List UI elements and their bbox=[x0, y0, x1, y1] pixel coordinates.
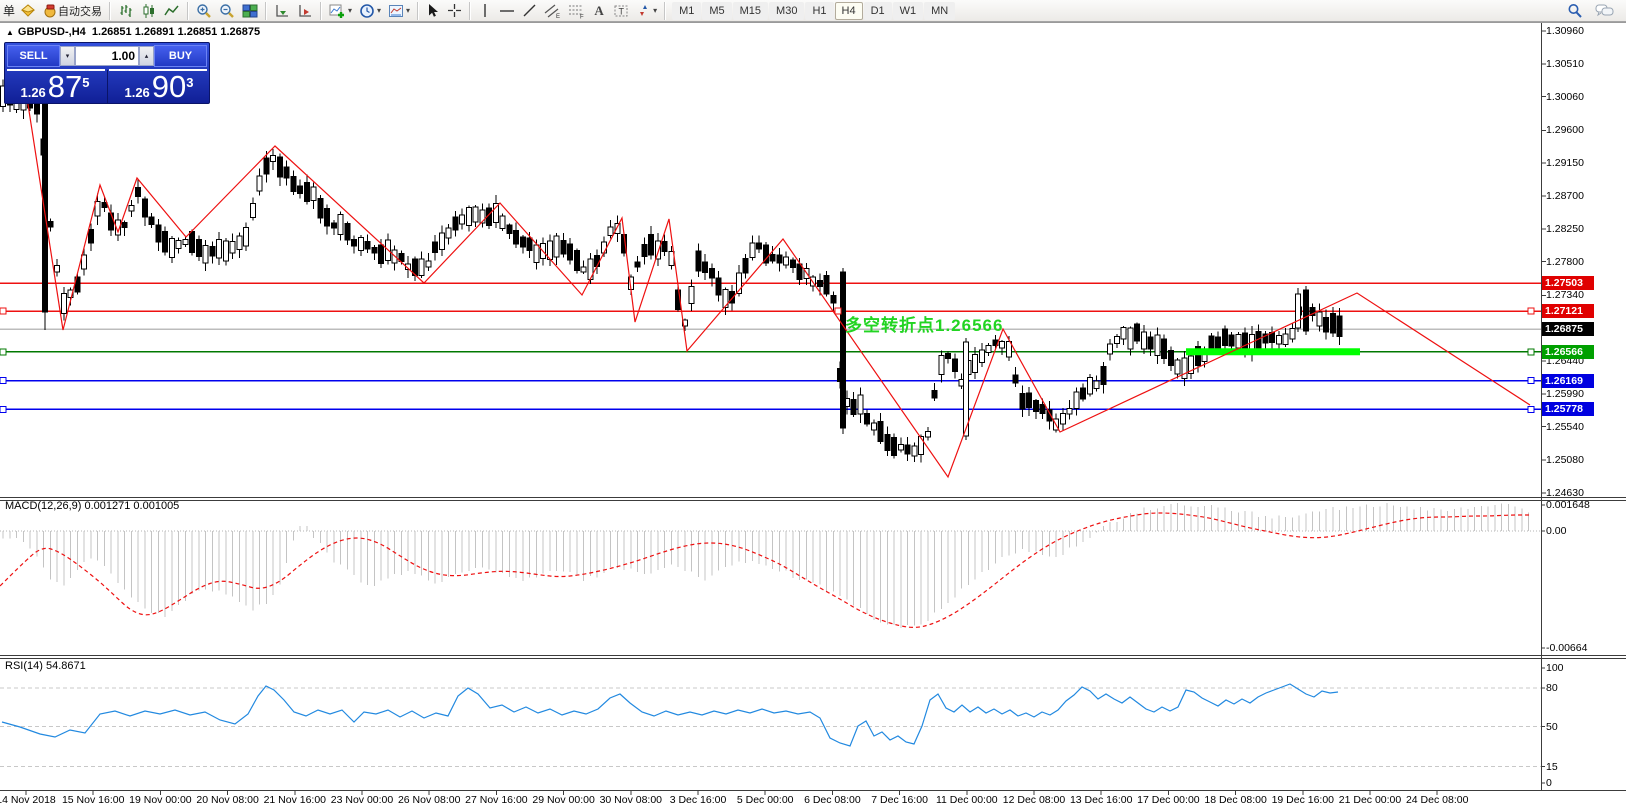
panel-divider bbox=[107, 70, 108, 103]
timeframe-m5-button[interactable]: M5 bbox=[702, 1, 732, 20]
horizontal-line-icon bbox=[500, 9, 515, 12]
bars-chart-button[interactable] bbox=[115, 1, 137, 21]
vertical-line-button[interactable] bbox=[475, 1, 495, 21]
timeframe-group: M1 M5 M15 M30 H1 H4 D1 W1 MN bbox=[672, 1, 956, 20]
tile-windows-button[interactable] bbox=[239, 1, 261, 21]
svg-text:T: T bbox=[619, 6, 625, 16]
chevron-down-icon: ▾ bbox=[406, 6, 411, 15]
chat-icon bbox=[1595, 4, 1614, 17]
candlestick-chart-button[interactable] bbox=[138, 1, 160, 21]
zoom-out-button[interactable] bbox=[216, 1, 238, 21]
bars-chart-icon bbox=[120, 4, 132, 17]
zoom-out-icon bbox=[220, 3, 234, 18]
sell-button[interactable]: SELL bbox=[7, 45, 60, 67]
zoom-in-icon bbox=[197, 3, 211, 18]
new-order-button[interactable] bbox=[17, 1, 39, 21]
cursor-button[interactable] bbox=[423, 1, 443, 21]
cursor-icon bbox=[429, 4, 439, 17]
svg-text:E: E bbox=[556, 14, 560, 19]
auto-scroll-button[interactable] bbox=[271, 1, 293, 21]
arrows-icon bbox=[640, 5, 648, 16]
trendline-button[interactable] bbox=[519, 1, 540, 21]
timeframe-m1-button[interactable]: M1 bbox=[672, 1, 702, 20]
divider bbox=[664, 1, 667, 20]
crosshair-icon bbox=[448, 4, 462, 17]
order-button[interactable]: 单 bbox=[3, 4, 16, 18]
divider bbox=[265, 1, 268, 20]
tile-windows-icon bbox=[242, 4, 258, 17]
arrows-button[interactable]: ▾ bbox=[633, 1, 660, 21]
chart-shift-button[interactable] bbox=[294, 1, 316, 21]
zoom-in-button[interactable] bbox=[193, 1, 215, 21]
divider bbox=[320, 1, 323, 20]
timeframe-mn-button[interactable]: MN bbox=[924, 1, 956, 20]
volume-input[interactable] bbox=[75, 46, 139, 66]
divider bbox=[187, 1, 190, 20]
timeframe-m15-button[interactable]: M15 bbox=[732, 1, 769, 20]
auto-trading-icon bbox=[44, 4, 56, 18]
search-icon bbox=[1568, 3, 1582, 18]
label-button[interactable]: T bbox=[610, 1, 632, 21]
label-icon: T bbox=[614, 5, 628, 16]
horizontal-line-button[interactable] bbox=[496, 1, 518, 21]
buy-price: 1.26 90 3 bbox=[124, 69, 194, 104]
sell-underline bbox=[7, 69, 105, 71]
sell-price: 1.26 87 5 bbox=[20, 69, 90, 104]
svg-text:F: F bbox=[580, 14, 584, 19]
timeframe-w1-button[interactable]: W1 bbox=[892, 1, 924, 20]
text-button[interactable]: A bbox=[589, 1, 609, 21]
new-order-icon bbox=[21, 3, 36, 17]
crosshair-button[interactable] bbox=[444, 1, 465, 21]
periods-button[interactable]: ▾ bbox=[356, 1, 384, 21]
volume-stepper: ▾ ▴ bbox=[60, 45, 154, 67]
auto-scroll-icon bbox=[276, 4, 289, 17]
chevron-down-icon: ▾ bbox=[653, 6, 658, 15]
buy-button[interactable]: BUY bbox=[154, 45, 207, 67]
candlestick-chart-icon bbox=[143, 3, 155, 18]
timeframe-h4-button[interactable]: H4 bbox=[834, 1, 863, 20]
trendline-icon bbox=[523, 4, 536, 17]
indicators-icon bbox=[329, 4, 345, 18]
chevron-down-icon: ▾ bbox=[348, 6, 353, 15]
divider bbox=[417, 1, 420, 20]
timeframe-m30-button[interactable]: M30 bbox=[769, 1, 805, 20]
chat-button[interactable] bbox=[1592, 1, 1618, 21]
auto-trading-button[interactable]: 自动交易 bbox=[40, 1, 105, 21]
volume-increase-button[interactable]: ▴ bbox=[139, 46, 154, 66]
fibonacci-icon: F bbox=[569, 5, 584, 19]
toolbar: 单 自动交易 bbox=[0, 0, 1626, 22]
timeframe-d1-button[interactable]: D1 bbox=[863, 1, 892, 20]
templates-button[interactable]: ▾ bbox=[385, 1, 413, 21]
periods-icon bbox=[360, 3, 374, 18]
buy-underline bbox=[109, 69, 207, 71]
search-button[interactable] bbox=[1564, 1, 1586, 21]
channel-icon: E bbox=[544, 4, 560, 19]
fibonacci-button[interactable]: F bbox=[565, 1, 588, 21]
divider bbox=[109, 1, 112, 20]
chart-shift-icon bbox=[299, 4, 312, 17]
line-chart-icon bbox=[164, 5, 179, 15]
channel-button[interactable]: E bbox=[541, 1, 564, 21]
indicators-button[interactable]: ▾ bbox=[326, 1, 355, 21]
divider bbox=[469, 1, 472, 20]
templates-icon bbox=[389, 4, 404, 17]
auto-trading-label: 自动交易 bbox=[58, 5, 103, 18]
volume-decrease-button[interactable]: ▾ bbox=[60, 46, 75, 66]
chevron-down-icon: ▾ bbox=[377, 6, 382, 15]
vertical-line-icon bbox=[484, 4, 486, 17]
text-icon: A bbox=[594, 2, 604, 18]
line-chart-button[interactable] bbox=[161, 1, 183, 21]
timeframe-h1-button[interactable]: H1 bbox=[805, 1, 834, 20]
